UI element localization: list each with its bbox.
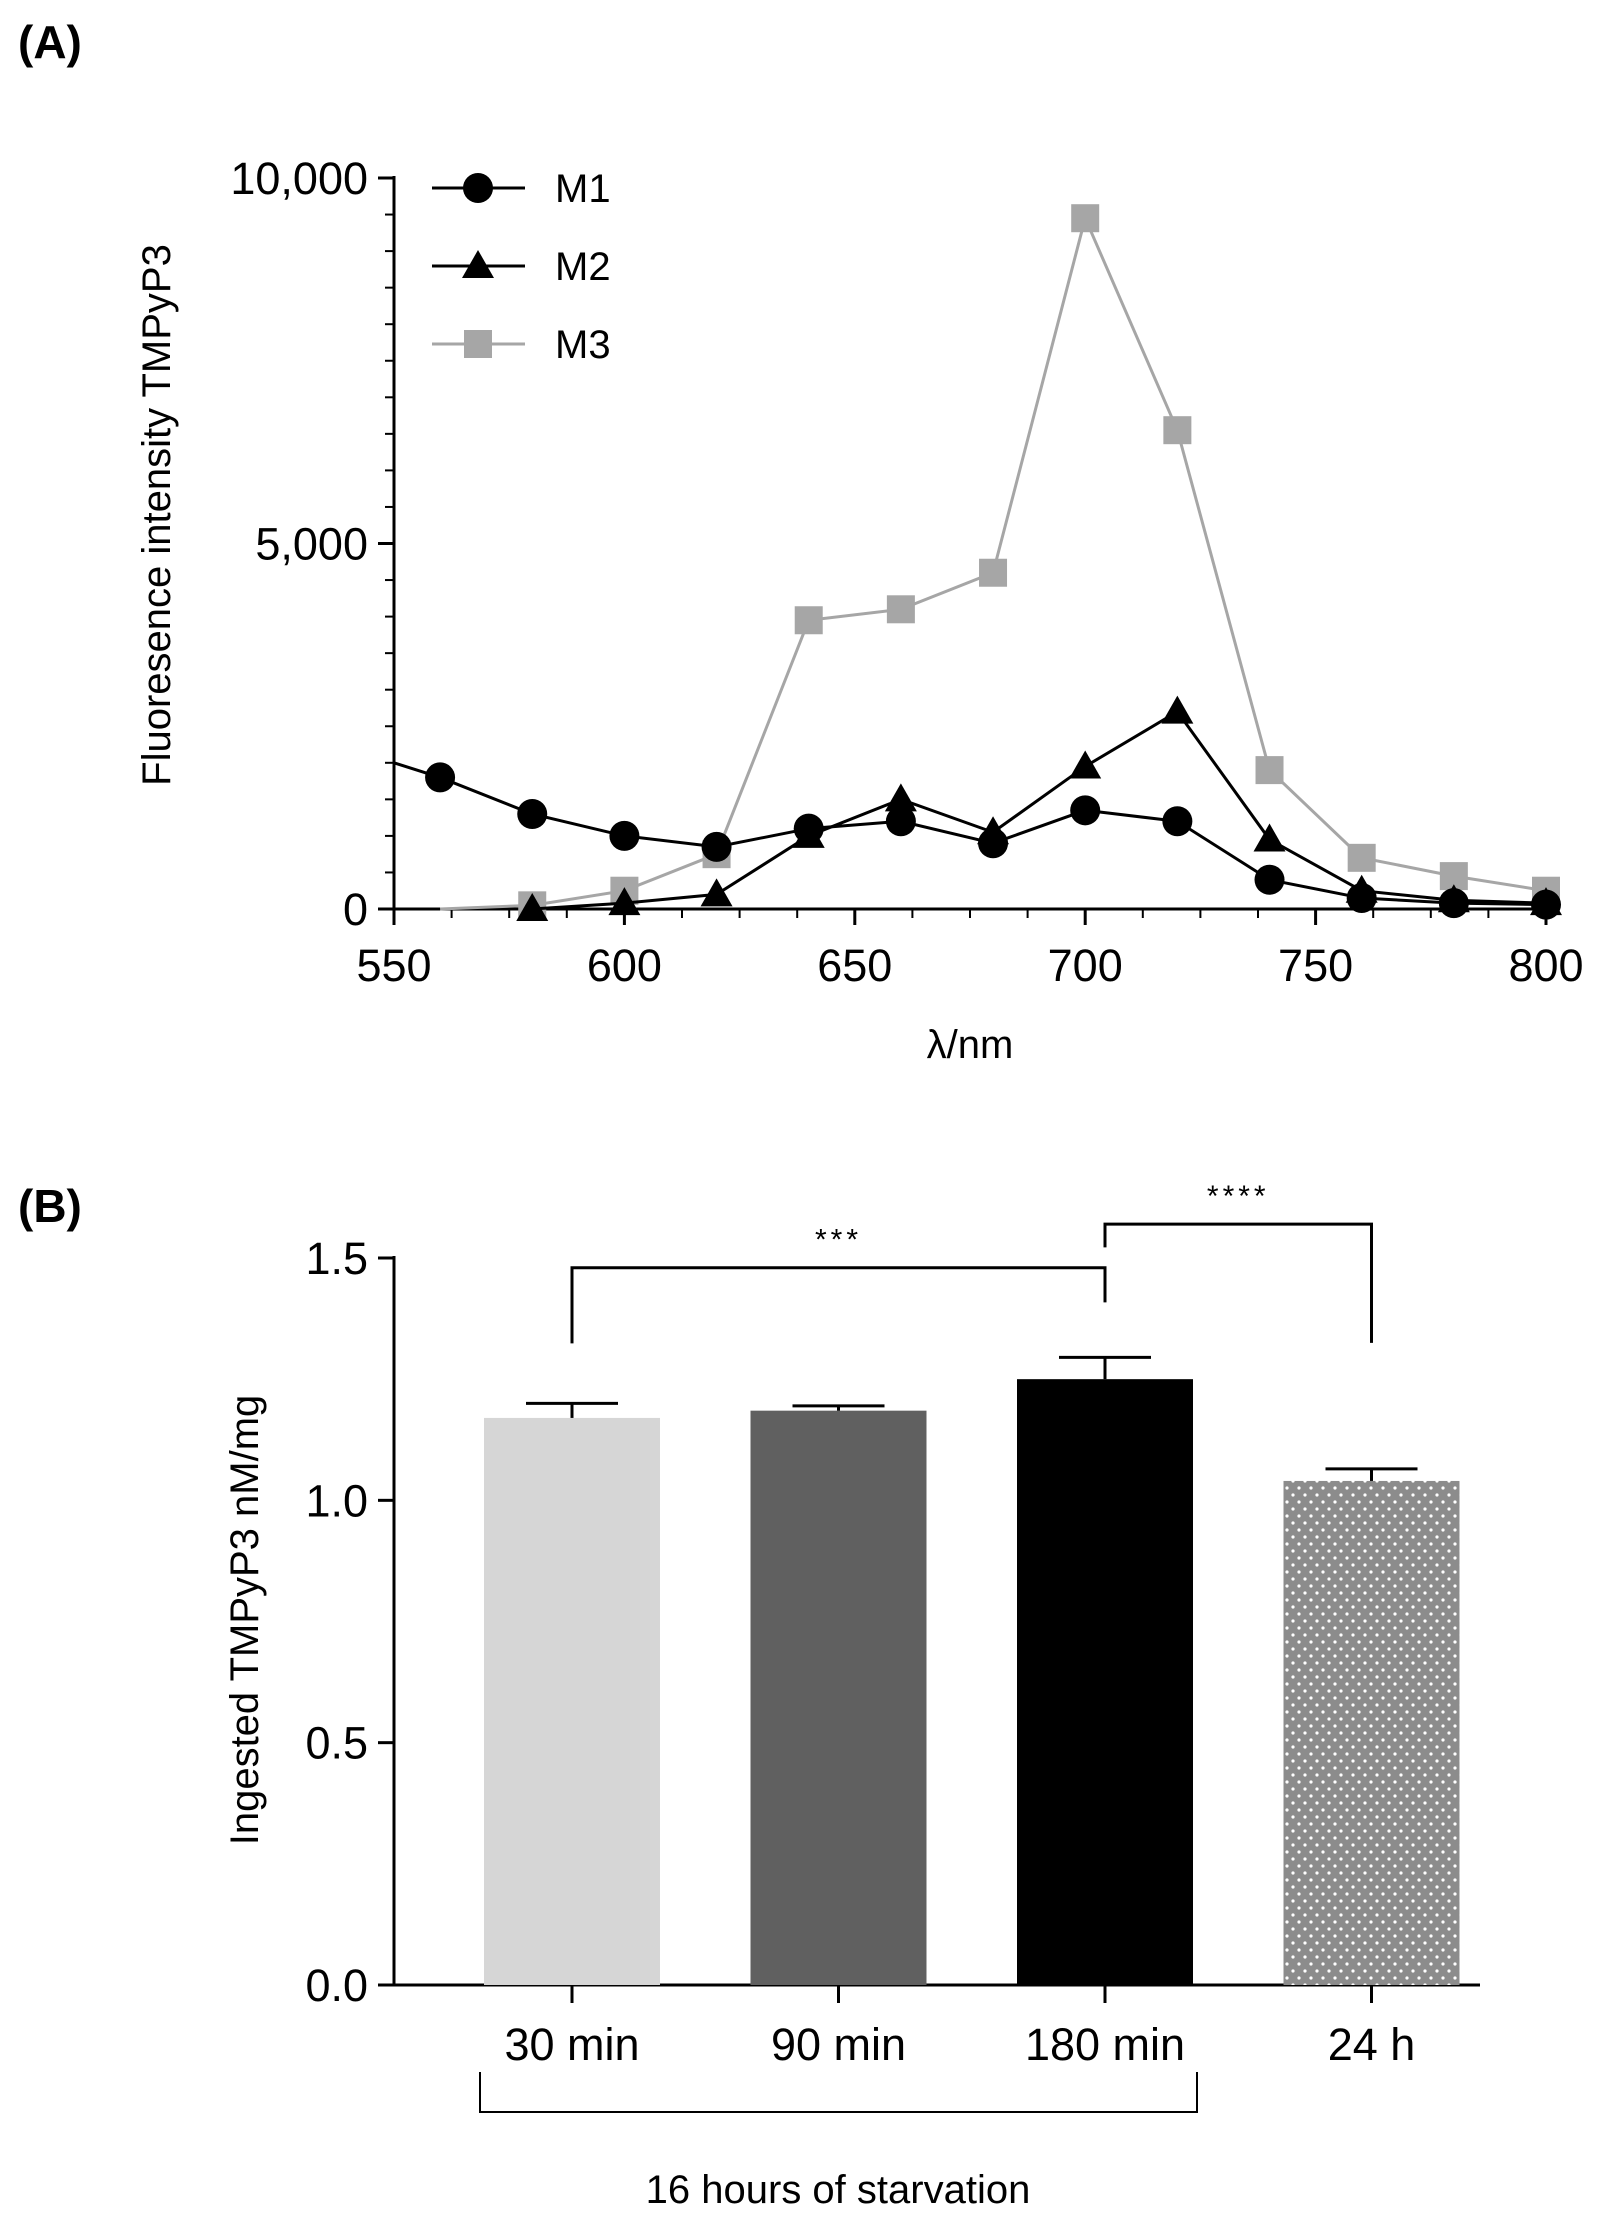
panel-a-x-tick-label: 700 bbox=[1048, 940, 1123, 991]
series-m1-line bbox=[393, 761, 1547, 907]
panel-a-series bbox=[393, 204, 1562, 921]
legend-swatch-marker bbox=[463, 173, 493, 203]
panel-a-ticks: 550 600 650 700 750 800 0 5,000 10,000 bbox=[230, 153, 1583, 991]
bar-30-min bbox=[484, 1417, 660, 1985]
bar-24-h bbox=[1283, 1480, 1460, 1985]
series-m3-point bbox=[1255, 756, 1284, 785]
significance-label: **** bbox=[1207, 1180, 1270, 1213]
legend-item-m2: M2 bbox=[432, 245, 611, 289]
panel-b-bars bbox=[484, 1355, 1460, 1985]
series-m2-point bbox=[700, 878, 733, 907]
series-m3-point bbox=[794, 606, 823, 635]
panel-a-x-tick-label: 650 bbox=[817, 940, 892, 991]
panel-b-x-tick-label: 180 min bbox=[1025, 2019, 1185, 2070]
panel-b-y-axis-title: Ingested TMPyP3 nM/mg bbox=[223, 1395, 267, 1846]
panel-a-y-axis-title: Fluoresence intensity TMPyP3 bbox=[135, 244, 179, 786]
series-m2-point bbox=[1253, 823, 1286, 852]
panel-a-x-axis-title: λ/nm bbox=[927, 1023, 1014, 1067]
series-m2-point bbox=[884, 783, 917, 812]
legend-label: M3 bbox=[555, 323, 611, 367]
series-m2-point bbox=[516, 893, 549, 921]
legend-item-m3: M3 bbox=[432, 323, 611, 367]
legend-label: M2 bbox=[555, 245, 611, 289]
series-m2-line bbox=[532, 709, 1547, 911]
series-m1 bbox=[393, 761, 1561, 920]
series-m1-point bbox=[1438, 888, 1469, 919]
series-m2 bbox=[516, 695, 1562, 921]
significance-line bbox=[570, 1266, 1107, 1344]
panel-a-legend: M1 M2 M3 bbox=[432, 167, 611, 367]
panel-a-x-tick-label: 600 bbox=[587, 940, 662, 991]
panel-b-ticks: 0.0 0.5 1.0 1.5 30 min 90 min 180 min 24 h bbox=[305, 1233, 1416, 2113]
series-m1-point bbox=[1346, 883, 1377, 914]
panel-b-x-tick-label: 90 min bbox=[771, 2019, 906, 2070]
series-m1-point bbox=[793, 813, 824, 844]
significance-label: *** bbox=[815, 1224, 862, 1257]
series-m3-point bbox=[1347, 843, 1376, 872]
panel-b-y-tick-label: 1.0 bbox=[305, 1475, 368, 1526]
series-m1-point bbox=[1531, 889, 1561, 920]
series-m1-point bbox=[425, 762, 456, 793]
significance-line bbox=[1103, 1222, 1373, 1343]
significance-bracket: **** bbox=[1103, 1180, 1373, 1343]
series-m2-point bbox=[608, 887, 641, 916]
panel-a-x-tick-label: 800 bbox=[1508, 940, 1583, 991]
series-m3-point bbox=[1163, 416, 1192, 445]
legend-swatch-marker bbox=[462, 250, 494, 278]
panel-a-x-tick-label: 550 bbox=[356, 940, 431, 991]
series-m1-point bbox=[1254, 864, 1285, 895]
series-m1-point bbox=[517, 798, 548, 829]
series-m2-point bbox=[1069, 750, 1102, 779]
panel-b-label: (B) bbox=[18, 1180, 82, 1232]
panel-b-y-tick-label: 0.5 bbox=[305, 1718, 368, 1769]
series-m3-point bbox=[979, 558, 1008, 587]
legend-item-m1: M1 bbox=[432, 167, 611, 211]
panel-b: (B) ******* 0.00.51.01.530 min 90 min 180 … bbox=[18, 1180, 1480, 2212]
series-m1-point bbox=[701, 831, 732, 862]
panel-b-group-bracket bbox=[479, 2072, 1198, 2113]
panel-a-label: (A) bbox=[18, 16, 82, 68]
bar-90-min bbox=[750, 1410, 927, 1985]
bar-180-min bbox=[1017, 1379, 1193, 1985]
panel-b-y-tick-label: 1.5 bbox=[305, 1233, 368, 1284]
series-m1-point bbox=[978, 828, 1009, 859]
significance-bracket: *** bbox=[570, 1224, 1107, 1344]
legend-label: M1 bbox=[555, 167, 611, 211]
series-m1-point bbox=[1070, 795, 1101, 826]
panel-b-x-tick-label: 30 min bbox=[504, 2019, 639, 2070]
series-m3 bbox=[440, 204, 1560, 920]
panel-b-group-label: 16 hours of starvation bbox=[646, 2168, 1031, 2212]
series-m1-point bbox=[609, 820, 640, 851]
series-m3-point bbox=[886, 595, 915, 624]
panel-a-y-tick-label: 10,000 bbox=[230, 153, 368, 204]
series-m2-point bbox=[1161, 695, 1194, 724]
series-m3-point bbox=[1071, 204, 1100, 233]
panel-a-y-tick-label: 0 bbox=[343, 884, 368, 935]
series-m1-point bbox=[885, 806, 916, 837]
panel-a-x-tick-label: 750 bbox=[1278, 940, 1353, 991]
panel-a-y-tick-label: 5,000 bbox=[255, 519, 368, 570]
panel-b-significance: ******* bbox=[570, 1180, 1373, 1344]
legend-swatch-marker bbox=[464, 330, 492, 358]
panel-b-x-tick-label: 24 h bbox=[1328, 2019, 1416, 2070]
series-m1-point bbox=[1162, 806, 1193, 837]
panel-b-y-tick-label: 0.0 bbox=[305, 1960, 368, 2011]
